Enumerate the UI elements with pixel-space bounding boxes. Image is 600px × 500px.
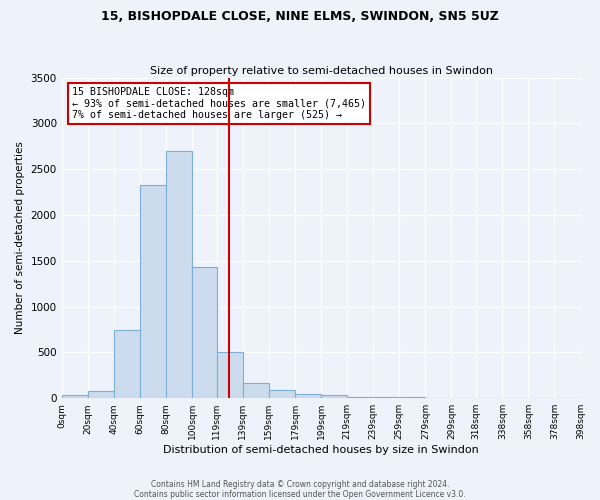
Bar [243, 382, 269, 398]
Bar [347, 397, 373, 398]
Text: 15 BISHOPDALE CLOSE: 128sqm
← 93% of semi-detached houses are smaller (7,465)
7%: 15 BISHOPDALE CLOSE: 128sqm ← 93% of sem… [72, 88, 366, 120]
Bar [295, 394, 321, 398]
Bar [140, 185, 166, 398]
Bar [62, 396, 88, 398]
Bar [192, 267, 217, 398]
Y-axis label: Number of semi-detached properties: Number of semi-detached properties [15, 142, 25, 334]
Bar [114, 330, 140, 398]
Bar [217, 352, 243, 398]
Bar [321, 396, 347, 398]
Text: 15, BISHOPDALE CLOSE, NINE ELMS, SWINDON, SN5 5UZ: 15, BISHOPDALE CLOSE, NINE ELMS, SWINDON… [101, 10, 499, 23]
Bar [88, 391, 114, 398]
Title: Size of property relative to semi-detached houses in Swindon: Size of property relative to semi-detach… [149, 66, 493, 76]
Bar [166, 151, 192, 398]
Text: Contains HM Land Registry data © Crown copyright and database right 2024.
Contai: Contains HM Land Registry data © Crown c… [134, 480, 466, 499]
Bar [269, 390, 295, 398]
X-axis label: Distribution of semi-detached houses by size in Swindon: Distribution of semi-detached houses by … [163, 445, 479, 455]
